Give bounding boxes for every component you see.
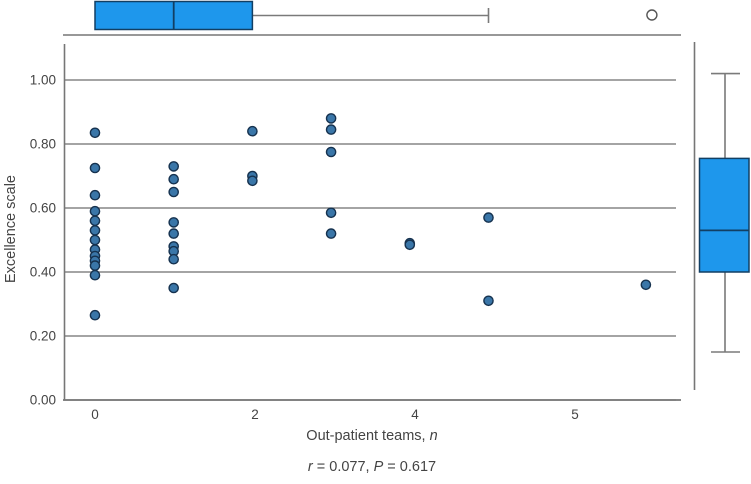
x-axis-title-part: Out-patient teams,	[306, 428, 429, 444]
scatter-point	[168, 282, 179, 294]
scatter-point	[325, 113, 337, 124]
scatter-point	[168, 253, 179, 265]
scatter-point	[168, 186, 179, 198]
y-tick-label: 1.00	[30, 73, 56, 88]
correlation-annotation: r = 0.077, P = 0.617	[308, 459, 436, 475]
x-tick-label: 2	[251, 407, 259, 422]
scatter-point	[325, 124, 337, 135]
x-tick-label: 0	[91, 407, 99, 422]
scatter-point	[168, 161, 179, 172]
annotation-part: = 0.077,	[313, 459, 374, 475]
scatter-point	[89, 234, 101, 246]
scatter-point	[483, 295, 494, 307]
scatter-point	[404, 239, 416, 251]
scatter-point	[89, 127, 101, 139]
scatter-point	[89, 260, 101, 271]
scatter-point	[89, 269, 101, 281]
y-tick-label: 0.00	[30, 393, 56, 408]
top-marginal-boxplot	[63, 0, 681, 36]
x-axis-title-italic-part: n	[430, 428, 438, 444]
scatter-point	[168, 228, 179, 239]
scatter-point	[89, 215, 101, 227]
scatter-point	[89, 205, 101, 217]
x-tick-label: 5	[571, 407, 579, 422]
scatter-point	[89, 162, 101, 174]
scatter-point	[168, 173, 179, 185]
x-tick-label: 4	[411, 407, 419, 422]
right-marginal-boxplot	[693, 42, 750, 390]
scatter-point	[89, 225, 101, 236]
y-tick-label: 0.40	[30, 265, 56, 280]
scatter-point	[483, 212, 494, 223]
scatter-point	[640, 279, 652, 291]
y-tick-label: 0.80	[30, 137, 56, 152]
scatter-point	[168, 217, 179, 228]
scatter-point	[89, 189, 101, 201]
right-box	[698, 157, 750, 273]
scatter-point	[247, 175, 258, 187]
gridlines-group: 1.00 0.80 0.60 0.40 0.20 0.00	[30, 73, 676, 408]
scatter-point	[247, 125, 258, 137]
main-scatter-plot: 0 2 4 5	[63, 44, 681, 422]
axis-labels-group: Excellence scale Out-patient teams, n r …	[3, 175, 438, 475]
annotation-italic-part: r	[308, 459, 314, 475]
x-axis-title: Out-patient teams, n	[306, 428, 437, 444]
annotation-part: = 0.617	[383, 459, 436, 475]
top-outlier-circle	[646, 9, 658, 21]
scatter-point	[325, 146, 337, 158]
annotation-italic-part: P	[374, 459, 384, 475]
scatter-point	[89, 309, 101, 321]
scatter-point	[325, 228, 337, 239]
y-tick-label: 0.20	[30, 329, 56, 344]
scatter-point	[325, 207, 337, 219]
y-tick-label: 0.60	[30, 201, 56, 216]
y-axis-title: Excellence scale	[3, 175, 19, 283]
